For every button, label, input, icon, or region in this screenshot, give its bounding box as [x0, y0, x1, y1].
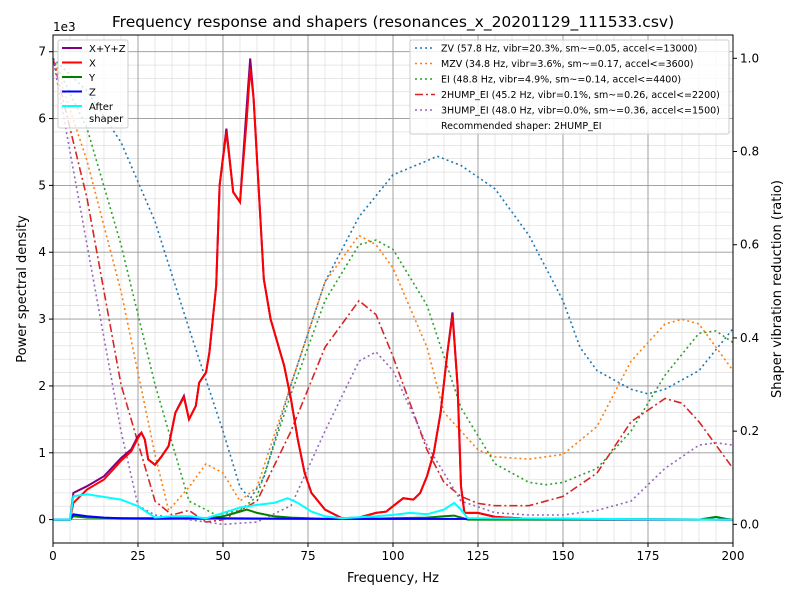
y-right-tick-label: 0.4 — [740, 331, 759, 345]
legend-label-2: Y — [88, 73, 96, 84]
y-tick-label: 0 — [38, 513, 46, 527]
y-tick-label: 6 — [38, 112, 46, 126]
x-tick-label: 175 — [637, 549, 660, 563]
legend-label-3: Z — [89, 88, 96, 99]
shaper-line-2 — [52, 57, 734, 516]
y-axis-right-label: Shaper vibration reduction (ratio) — [770, 180, 785, 398]
shaper-line-0 — [52, 57, 734, 501]
y-right-tick-label: 0.8 — [740, 145, 759, 159]
x-tick-label: 25 — [130, 549, 145, 563]
psd-line-4 — [53, 493, 734, 521]
x-tick-label: 75 — [300, 549, 315, 563]
chart-title: Frequency response and shapers (resonanc… — [112, 13, 674, 32]
y-tick-label: 7 — [38, 45, 46, 59]
y-right-tick-label: 0.2 — [740, 424, 759, 438]
x-tick-label: 125 — [467, 549, 490, 563]
legend-label: EI (48.8 Hz, vibr=4.9%, sm~=0.14, accel<… — [441, 75, 681, 86]
legend-label: ZV (57.8 Hz, vibr=20.3%, sm~=0.05, accel… — [441, 44, 697, 55]
y-tick-label: 4 — [38, 245, 46, 259]
legend-label-1: X — [89, 59, 96, 70]
shaper-line-4 — [52, 58, 734, 526]
legend-right-box — [409, 39, 730, 135]
legend-label-4: After shaper — [89, 102, 124, 125]
y-right-tick-label: 1.0 — [740, 51, 759, 65]
y-tick-label: 2 — [38, 379, 46, 393]
x-tick-label: 0 — [49, 549, 57, 563]
x-tick-label: 150 — [552, 549, 575, 563]
y-offset-label: 1e3 — [53, 20, 76, 34]
psd-line-3 — [53, 513, 734, 521]
legend-label: MZV (34.8 Hz, vibr=3.6%, sm~=0.17, accel… — [441, 59, 693, 70]
y-tick-label: 5 — [38, 178, 46, 192]
x-axis-label: Frequency, Hz — [347, 571, 439, 586]
legend-label: 2HUMP_EI (45.2 Hz, vibr=0.1%, sm~=0.26, … — [441, 90, 720, 101]
y-right-tick-label: 0.0 — [740, 517, 759, 531]
legend-label-0: X+Y+Z — [89, 44, 126, 55]
x-tick-label: 200 — [722, 549, 745, 563]
recommended-shaper-text: Recommended shaper: 2HUMP_EI — [441, 121, 602, 132]
x-tick-label: 50 — [215, 549, 230, 563]
y-tick-label: 1 — [38, 446, 46, 460]
shaper-line-3 — [52, 58, 734, 523]
y-axis-label: Power spectral density — [15, 215, 30, 363]
y-tick-label: 3 — [38, 312, 46, 326]
legend-label: 3HUMP_EI (48.0 Hz, vibr=0.0%, sm~=0.36, … — [441, 106, 720, 117]
x-tick-label: 100 — [382, 549, 405, 563]
plot-frame — [52, 34, 734, 544]
y-right-tick-label: 0.6 — [740, 238, 759, 252]
psd-line-1 — [53, 68, 734, 521]
